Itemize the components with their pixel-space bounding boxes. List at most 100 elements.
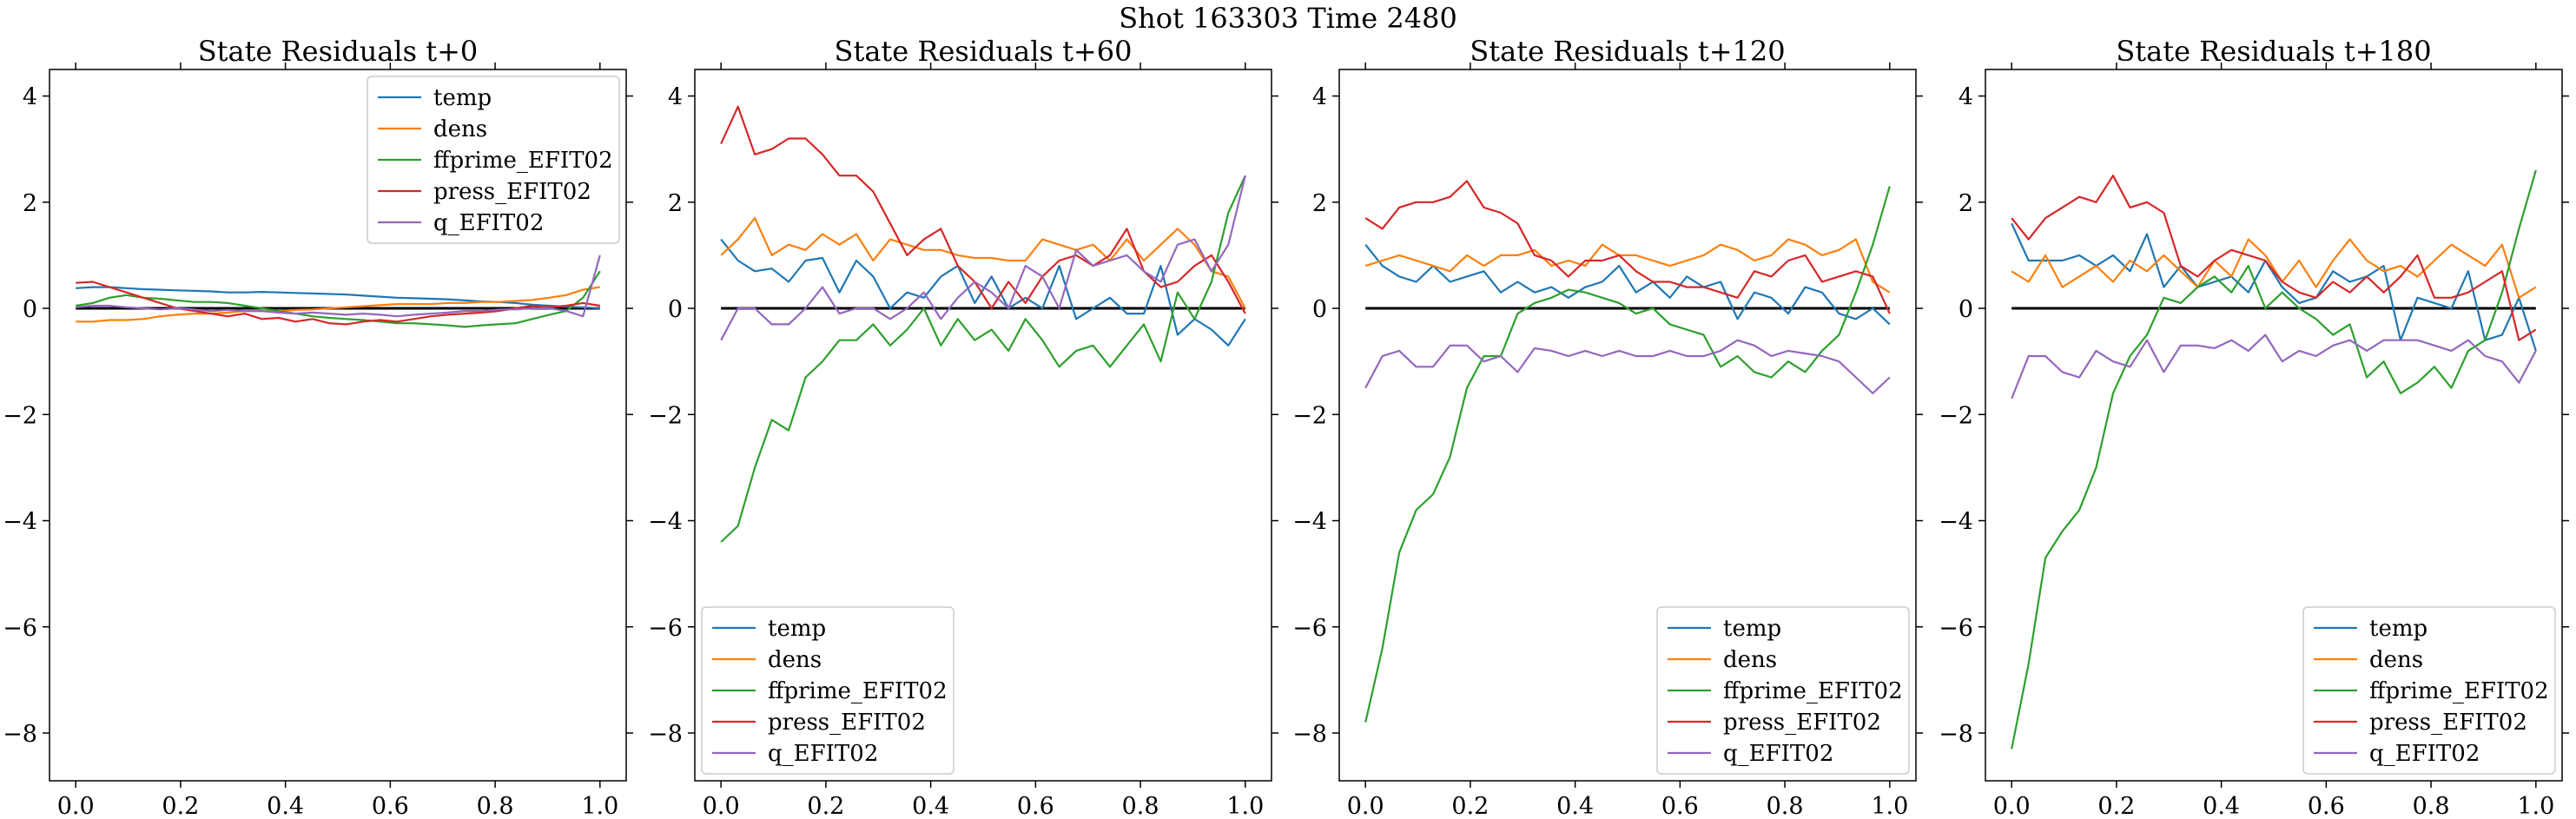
legend-label: press_EFIT02 [1723,710,1881,736]
y-tick-label: −4 [648,509,683,536]
x-tick-label: 0.2 [162,793,199,819]
x-tick-label: 0.0 [703,793,740,819]
legend-box [1656,606,1910,775]
series-group [2011,169,2537,750]
x-tick-label: 0.2 [807,793,844,819]
x-tick-label: 0.4 [1556,793,1594,819]
y-tick-label: 4 [668,84,683,111]
legend-label: press_EFIT02 [768,710,926,736]
legend: temp dens ffprime_EFIT02 press_EFIT02 q_EFIT… [2302,606,2556,775]
series-line-temp [1364,244,1891,326]
legend: temp dens ffprime_EFIT02 press_EFIT02 q_EFIT… [701,606,954,775]
x-tick-label: 0.8 [2413,793,2450,819]
y-tick-label: −8 [1939,721,1973,748]
x-tick-label: 0.8 [1767,793,1804,819]
x-tick-label: 0.4 [267,793,304,819]
x-tick-label: 1.0 [581,793,618,819]
legend-box [2302,606,2556,775]
panel-title: State Residuals t+120 [1470,35,1785,68]
legend-label: temp [2369,616,2427,642]
x-tick-label: 0.8 [477,793,514,819]
series-line-dens [2011,238,2537,299]
figure-suptitle: Shot 163303 Time 2480 [1119,2,1457,35]
y-tick-label: −6 [1939,615,1973,642]
series-line-dens [76,286,600,323]
x-tick-label: 0.0 [1347,793,1384,819]
x-tick-label: 0.0 [57,793,95,819]
x-tick-label: 0.6 [1661,793,1699,819]
y-tick-label: −8 [3,721,37,748]
series-line-press-efit02 [720,105,1246,314]
y-tick-label: 0 [668,296,683,323]
y-tick-label: −6 [648,615,683,642]
series-line-dens [1364,238,1891,294]
series-line-ffprime-efit02 [2011,169,2537,750]
y-tick-label: −6 [1292,615,1327,642]
x-tick-label: 0.4 [2203,793,2240,819]
legend-label: dens [2369,647,2423,673]
series-line-press-efit02 [1364,180,1891,314]
x-tick-label: 0.6 [2308,793,2345,819]
panel-3: State Residuals t+120 0.0 0.2 0.4 0.6 0.8 1.0 −… [1292,35,1923,819]
panel-title: State Residuals t+180 [2116,35,2431,68]
series-line-temp [2011,222,2537,352]
y-tick-label: −2 [1939,402,1973,429]
legend-label: q_EFIT02 [2369,741,2480,767]
series-group [1364,180,1891,723]
x-tick-label: 0.8 [1122,793,1159,819]
series-line-q-efit02 [1364,339,1891,394]
y-tick-label: −4 [3,509,37,536]
y-tick-label: −6 [3,615,37,642]
y-tick-label: 0 [1958,296,1973,323]
legend-label: q_EFIT02 [768,741,878,767]
x-tick-label: 0.2 [2097,793,2135,819]
panel-1: State Residuals t+0 0.0 0.2 0.4 0.6 0.8 1.0 −8 −… [3,35,633,819]
legend-label: ffprime_EFIT02 [768,678,948,704]
y-tick-label: −2 [1292,402,1327,429]
x-tick-label: 1.0 [1226,793,1264,819]
y-tick-label: −2 [648,402,683,429]
legend: temp dens ffprime_EFIT02 press_EFIT02 q_EFIT… [367,76,620,244]
series-group [720,105,1246,543]
series-group [76,254,601,328]
series-line-ffprime-efit02 [720,175,1246,543]
legend: temp dens ffprime_EFIT02 press_EFIT02 q_EFIT… [1656,606,1910,775]
axes-frame [694,69,1272,782]
legend-label: ffprime_EFIT02 [1723,678,1903,704]
legend-box [701,606,954,775]
x-tick-label: 0.0 [1993,793,2031,819]
legend-label: dens [433,116,487,142]
legend-label: press_EFIT02 [2369,710,2527,736]
axes-frame [49,69,627,782]
series-line-ffprime-efit02 [1364,186,1891,723]
legend-label: q_EFIT02 [1723,741,1833,767]
legend-label: dens [1723,647,1777,673]
y-tick-label: 2 [1958,190,1973,217]
series-line-q-efit02 [76,254,601,318]
x-tick-label: 0.4 [912,793,949,819]
series-line-temp [76,286,600,310]
panel-4: State Residuals t+180 0.0 0.2 0.4 0.6 0.8 1.0 −… [1939,35,2569,819]
series-line-press-efit02 [2011,175,2537,341]
series-line-q-efit02 [2011,334,2537,400]
y-tick-label: 2 [1312,190,1327,217]
y-tick-label: −4 [1939,509,1973,536]
x-tick-label: 0.6 [372,793,409,819]
y-tick-label: 2 [668,190,683,217]
y-tick-label: 4 [23,84,37,111]
y-tick-label: 4 [1312,84,1327,111]
legend-label: ffprime_EFIT02 [433,148,613,174]
panel-2: State Residuals t+60 0.0 0.2 0.4 0.6 0.8 1.0 −8… [648,35,1278,819]
panel-title: State Residuals t+0 [198,35,479,68]
legend-label: temp [768,616,826,642]
axes-frame [1338,69,1917,782]
y-tick-label: −8 [1292,721,1327,748]
y-tick-label: −4 [1292,509,1327,536]
x-tick-label: 1.0 [2517,793,2554,819]
x-tick-label: 0.6 [1017,793,1054,819]
legend-label: temp [1723,616,1781,642]
y-tick-label: 4 [1958,84,1973,111]
series-line-temp [720,238,1246,347]
axes-frame [1985,69,2563,782]
